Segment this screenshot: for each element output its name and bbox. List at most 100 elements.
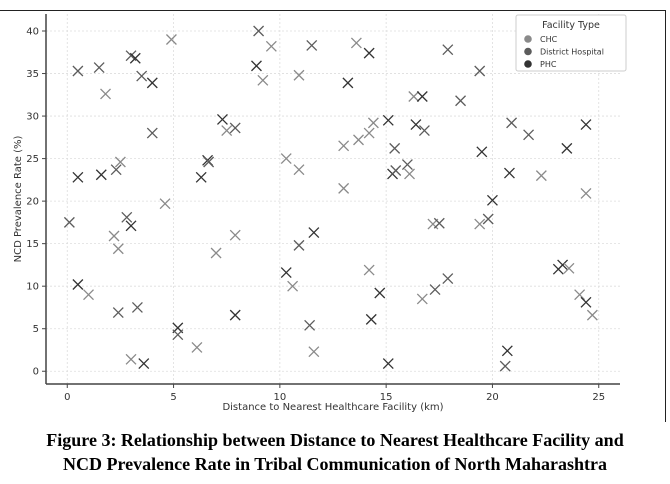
data-point-district-hospital bbox=[293, 239, 305, 251]
data-point-district-hospital bbox=[442, 273, 454, 284]
data-point-district-hospital bbox=[499, 360, 511, 372]
data-point-district-hospital bbox=[229, 122, 241, 134]
x-tick-label: 5 bbox=[170, 392, 176, 403]
x-tick-label: 10 bbox=[273, 392, 286, 403]
data-point-phc bbox=[416, 91, 428, 102]
y-tick-label: 10 bbox=[26, 282, 39, 293]
data-point-district-hospital bbox=[93, 62, 105, 74]
data-point-phc bbox=[382, 358, 394, 370]
y-tick-label: 5 bbox=[33, 324, 39, 335]
data-point-chc bbox=[308, 346, 320, 358]
data-point-chc bbox=[229, 229, 241, 241]
data-point-chc bbox=[112, 243, 124, 255]
figure-caption-line-2: NCD Prevalence Rate in Tribal Communicat… bbox=[63, 454, 607, 474]
legend-box bbox=[515, 14, 627, 72]
y-tick-label: 0 bbox=[33, 367, 39, 378]
data-point-phc bbox=[382, 114, 394, 126]
figure-frame bbox=[0, 10, 666, 422]
y-tick-label: 40 bbox=[26, 27, 39, 38]
data-point-chc bbox=[353, 134, 364, 146]
data-point-chc bbox=[293, 164, 305, 176]
legend-marker bbox=[524, 60, 532, 68]
data-point-district-hospital bbox=[306, 40, 318, 51]
data-point-chc bbox=[265, 40, 277, 52]
data-point-phc bbox=[251, 60, 262, 72]
legend-entry: PHC bbox=[540, 60, 557, 69]
data-point-chc bbox=[474, 218, 486, 230]
data-point-district-hospital bbox=[72, 65, 84, 77]
y-tick-label: 15 bbox=[26, 239, 39, 250]
data-point-phc bbox=[486, 194, 498, 206]
data-point-district-hospital bbox=[474, 65, 486, 77]
data-point-chc bbox=[404, 168, 415, 180]
data-point-phc bbox=[342, 77, 354, 89]
data-point-phc bbox=[501, 345, 513, 357]
y-axis-label: NCD Prevalence Rate (%) bbox=[13, 136, 24, 263]
y-tick-label: 20 bbox=[26, 197, 39, 208]
data-point-phc bbox=[195, 171, 207, 183]
data-point-chc bbox=[563, 262, 575, 274]
data-point-chc bbox=[191, 341, 203, 353]
data-point-chc bbox=[108, 230, 120, 242]
x-tick-label: 25 bbox=[592, 392, 605, 403]
legend-entry: District Hospital bbox=[540, 48, 604, 57]
data-point-chc bbox=[159, 198, 171, 210]
legend-marker bbox=[524, 47, 532, 56]
y-tick-label: 30 bbox=[26, 112, 39, 123]
data-point-chc bbox=[125, 353, 137, 365]
data-point-chc bbox=[257, 74, 269, 86]
data-point-phc bbox=[72, 171, 84, 183]
data-point-phc bbox=[95, 169, 107, 181]
x-tick-label: 20 bbox=[486, 392, 499, 403]
x-tick-label: 15 bbox=[380, 392, 393, 403]
x-axis-label: Distance to Nearest Healthcare Facility … bbox=[222, 402, 443, 413]
data-point-district-hospital bbox=[203, 156, 215, 168]
data-point-phc bbox=[580, 119, 592, 131]
data-point-phc bbox=[216, 114, 228, 125]
data-point-district-hospital bbox=[401, 159, 413, 171]
data-point-chc bbox=[350, 37, 362, 49]
data-point-chc bbox=[416, 293, 428, 305]
figure-caption-line-1: Figure 3: Relationship between Distance … bbox=[46, 430, 624, 450]
data-point-district-hospital bbox=[442, 44, 454, 56]
data-point-phc bbox=[229, 309, 241, 321]
y-tick-label: 35 bbox=[26, 69, 39, 80]
data-point-chc bbox=[114, 156, 126, 168]
data-point-chc bbox=[83, 289, 94, 301]
data-point-phc bbox=[138, 358, 150, 370]
data-point-district-hospital bbox=[433, 217, 445, 229]
data-point-chc bbox=[363, 127, 375, 139]
legend-marker bbox=[524, 35, 532, 43]
data-point-chc bbox=[293, 69, 305, 81]
data-point-district-hospital bbox=[136, 70, 148, 82]
data-point-chc bbox=[287, 280, 299, 292]
data-point-chc bbox=[280, 153, 292, 165]
data-point-phc bbox=[280, 267, 292, 279]
data-point-district-hospital bbox=[389, 142, 401, 154]
data-point-chc bbox=[210, 247, 222, 259]
data-point-district-hospital bbox=[390, 165, 402, 176]
data-point-phc bbox=[129, 52, 141, 64]
data-point-chc bbox=[408, 91, 420, 102]
data-point-district-hospital bbox=[63, 216, 75, 228]
data-point-phc bbox=[476, 146, 488, 158]
data-point-district-hospital bbox=[131, 301, 143, 313]
data-point-district-hospital bbox=[112, 307, 124, 319]
data-point-district-hospital bbox=[304, 319, 316, 331]
data-point-phc bbox=[580, 296, 592, 308]
data-point-district-hospital bbox=[121, 211, 133, 223]
data-point-chc bbox=[574, 289, 586, 301]
data-point-chc bbox=[535, 170, 547, 182]
data-point-district-hospital bbox=[418, 125, 430, 136]
data-point-phc bbox=[363, 47, 375, 59]
data-point-chc bbox=[580, 188, 592, 199]
data-point-district-hospital bbox=[110, 164, 122, 176]
data-point-district-hospital bbox=[172, 329, 184, 341]
data-point-phc bbox=[374, 287, 386, 299]
data-point-district-hospital bbox=[455, 95, 467, 107]
data-point-district-hospital bbox=[253, 25, 265, 37]
data-point-phc bbox=[72, 279, 84, 290]
data-point-chc bbox=[586, 309, 598, 321]
data-point-district-hospital bbox=[482, 213, 494, 225]
legend-entry: CHC bbox=[540, 35, 558, 44]
